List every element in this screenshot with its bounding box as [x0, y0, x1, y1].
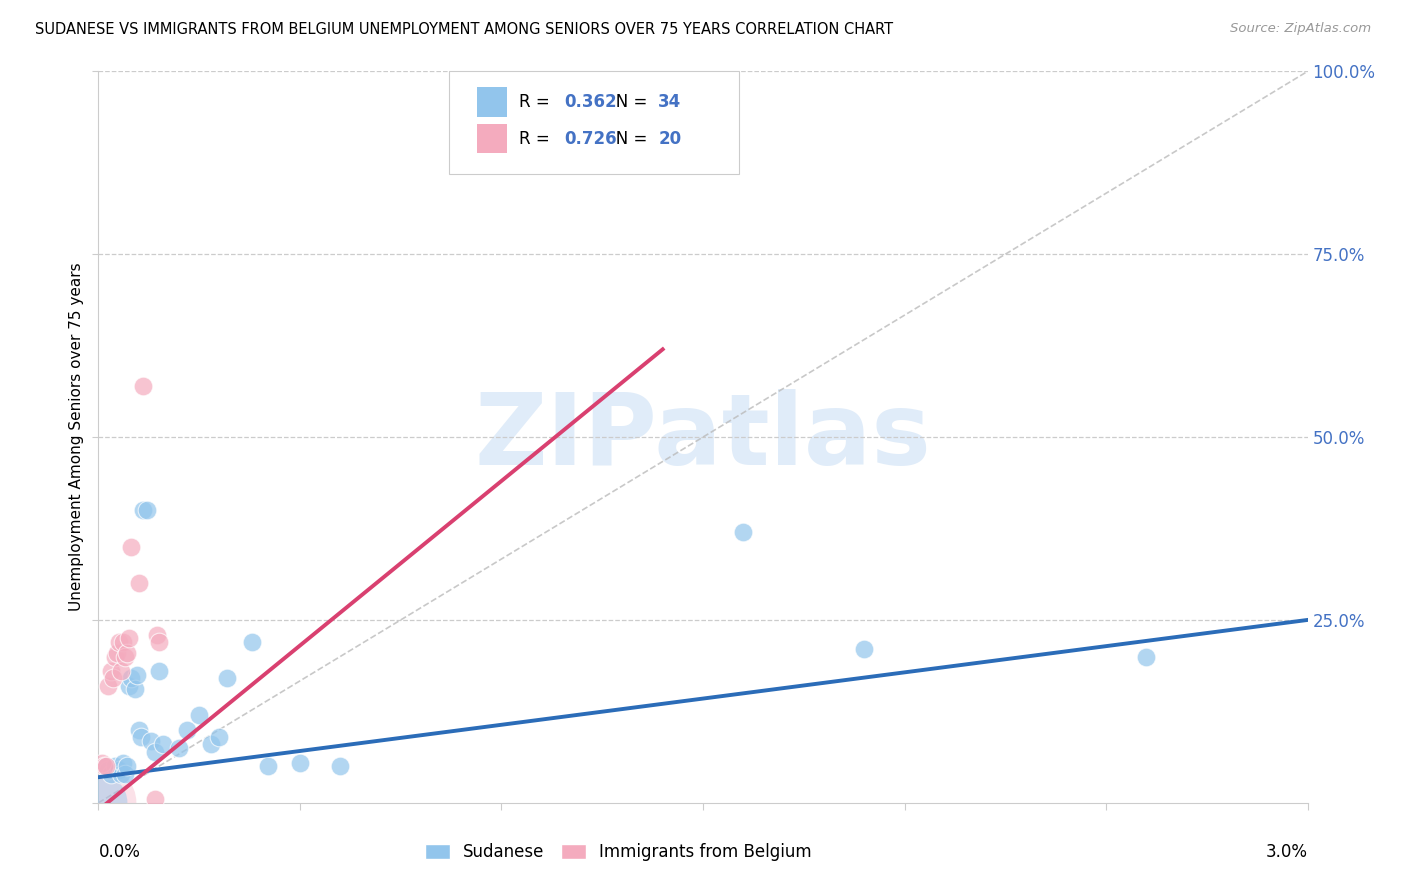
Point — [110, 766, 132, 780]
Point — [132, 503, 155, 517]
Text: 0.0%: 0.0% — [98, 843, 141, 861]
Point — [132, 379, 155, 393]
Point — [125, 667, 148, 681]
Y-axis label: Unemployment Among Seniors over 75 years: Unemployment Among Seniors over 75 years — [69, 263, 84, 611]
Point — [97, 679, 120, 693]
Point — [114, 766, 136, 780]
Point — [103, 759, 125, 773]
Point — [120, 672, 142, 686]
Point — [96, 759, 118, 773]
Point — [96, 759, 118, 773]
FancyBboxPatch shape — [477, 87, 508, 117]
Point — [91, 756, 114, 770]
Point — [115, 759, 138, 773]
Point — [118, 632, 141, 646]
Text: N =: N = — [600, 93, 652, 112]
Point — [120, 540, 142, 554]
Point — [129, 730, 152, 744]
Point — [256, 759, 278, 773]
Point — [135, 503, 157, 517]
Point — [188, 708, 211, 723]
Text: 20: 20 — [658, 129, 682, 148]
Point — [124, 682, 146, 697]
Point — [217, 672, 239, 686]
Point — [114, 649, 136, 664]
Point — [167, 740, 190, 755]
Point — [208, 730, 231, 744]
Point — [128, 576, 150, 591]
Point — [329, 759, 352, 773]
Point — [200, 737, 222, 751]
Point — [110, 664, 132, 678]
Point — [143, 792, 166, 806]
Point — [105, 646, 128, 660]
Point — [853, 642, 876, 657]
Point — [89, 796, 111, 810]
FancyBboxPatch shape — [477, 124, 508, 153]
Point — [101, 672, 124, 686]
Point — [148, 635, 170, 649]
Point — [143, 745, 166, 759]
Point — [733, 525, 755, 540]
Point — [152, 737, 174, 751]
Text: 34: 34 — [658, 93, 682, 112]
Point — [100, 766, 122, 780]
Point — [97, 763, 120, 777]
Text: R =: R = — [519, 129, 555, 148]
Text: 0.726: 0.726 — [564, 129, 617, 148]
Point — [107, 763, 129, 777]
Point — [176, 723, 198, 737]
Point — [146, 627, 169, 641]
Point — [103, 649, 125, 664]
Point — [107, 635, 129, 649]
Legend: Sudanese, Immigrants from Belgium: Sudanese, Immigrants from Belgium — [418, 837, 818, 868]
Point — [111, 635, 134, 649]
Text: 3.0%: 3.0% — [1265, 843, 1308, 861]
Point — [148, 664, 170, 678]
Point — [89, 796, 111, 810]
Text: ZIPatlas: ZIPatlas — [475, 389, 931, 485]
FancyBboxPatch shape — [449, 71, 740, 174]
Text: 0.362: 0.362 — [564, 93, 617, 112]
Point — [1135, 649, 1157, 664]
Text: Source: ZipAtlas.com: Source: ZipAtlas.com — [1230, 22, 1371, 36]
Point — [100, 664, 122, 678]
Text: N =: N = — [600, 129, 652, 148]
Point — [111, 756, 134, 770]
Point — [93, 759, 115, 773]
Point — [115, 646, 138, 660]
Point — [240, 635, 263, 649]
Text: SUDANESE VS IMMIGRANTS FROM BELGIUM UNEMPLOYMENT AMONG SENIORS OVER 75 YEARS COR: SUDANESE VS IMMIGRANTS FROM BELGIUM UNEM… — [35, 22, 893, 37]
Point — [128, 723, 150, 737]
Text: R =: R = — [519, 93, 555, 112]
Point — [139, 733, 162, 747]
Point — [118, 679, 141, 693]
Point — [288, 756, 311, 770]
